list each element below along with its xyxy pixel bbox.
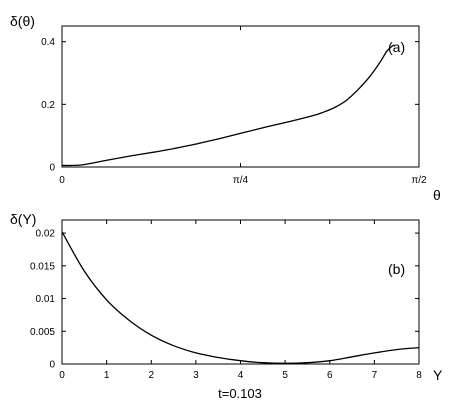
y-tick-label-a: 0 [49, 163, 55, 174]
plot-frame-b [61, 219, 420, 365]
series-line-b-0 [61, 231, 420, 364]
x-tick-label-b: 1 [104, 370, 110, 381]
x-tick-label-a: π/4 [233, 175, 249, 186]
x-tick-label-b: 0 [59, 370, 65, 381]
y-tick-label-b: 0.01 [36, 294, 56, 305]
x-tick-label-a: 0 [59, 175, 65, 186]
x-axis-label-b: Y [433, 367, 443, 383]
series-line-a-0 [61, 44, 395, 167]
y-axis-label-a: δ(θ) [10, 13, 35, 29]
x-tick-label-b: 6 [327, 370, 333, 381]
y-tick-label-a: 0.2 [41, 100, 55, 111]
y-tick-label-b: 0.005 [30, 327, 55, 338]
x-tick-label-b: 4 [238, 370, 244, 381]
panel-label-b: (b) [388, 261, 405, 277]
y-tick-label-a: 0.4 [41, 37, 55, 48]
x-axis-label-a: θ [433, 187, 441, 203]
x-tick-label-b: 7 [372, 370, 378, 381]
x-tick-label-b: 2 [148, 370, 154, 381]
panel-label-a: (a) [388, 39, 405, 55]
plot-frame-a [61, 25, 420, 168]
y-tick-label-b: 0.015 [30, 261, 55, 272]
x-tick-label-b: 8 [416, 370, 422, 381]
x-tick-label-b: 3 [193, 370, 199, 381]
caption-text: t=0.103 [218, 386, 262, 401]
y-tick-label-b: 0.02 [36, 229, 56, 240]
x-tick-label-b: 5 [282, 370, 288, 381]
y-tick-label-b: 0 [49, 360, 55, 371]
y-axis-label-b: δ(Y) [10, 211, 36, 227]
x-tick-label-a: π/2 [411, 175, 427, 186]
